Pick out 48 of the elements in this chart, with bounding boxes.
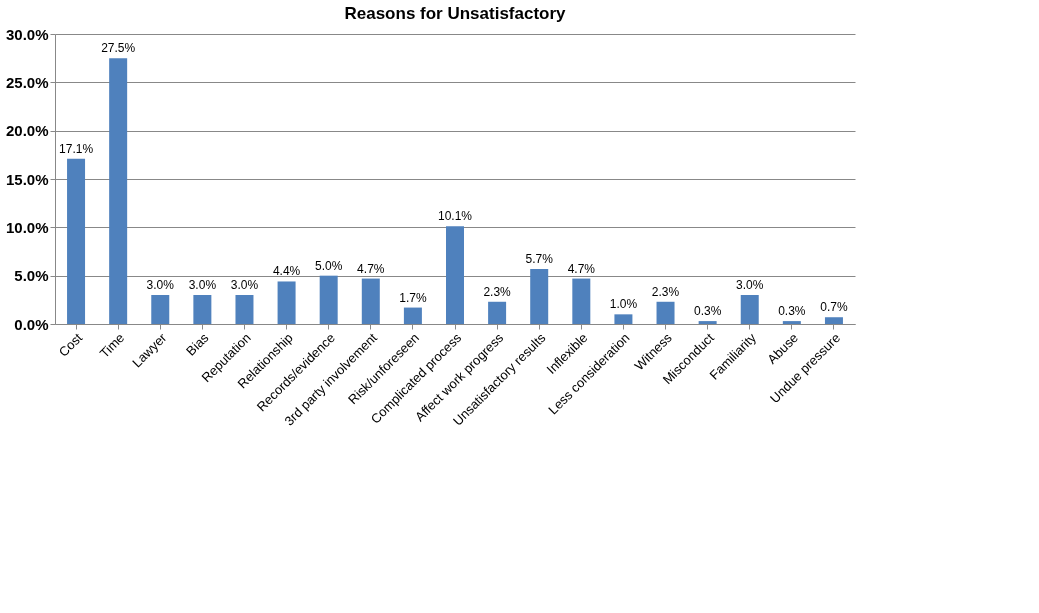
- data-label: 5.7%: [525, 251, 554, 266]
- data-label: 4.7%: [567, 261, 596, 276]
- bar: [530, 268, 549, 324]
- data-label: 3.0%: [146, 278, 175, 292]
- bar: [277, 281, 296, 324]
- data-label: 3.0%: [188, 278, 217, 292]
- bar: [782, 321, 801, 324]
- x-tick-label: Cost: [55, 329, 86, 360]
- data-label: 1.0%: [609, 297, 638, 312]
- y-tick-label: 5.0%: [14, 267, 49, 285]
- data-label: 10.1%: [437, 209, 473, 224]
- y-tick-label: 20.0%: [5, 122, 49, 140]
- bar: [740, 295, 759, 324]
- data-label: 0.3%: [778, 304, 806, 319]
- data-label: 4.7%: [357, 261, 385, 276]
- data-label: 5.0%: [315, 258, 343, 273]
- data-label: 4.4%: [272, 264, 301, 279]
- bar: [403, 307, 422, 324]
- bar: [572, 278, 591, 324]
- data-label: 2.3%: [483, 284, 512, 299]
- data-label: 0.3%: [693, 304, 722, 319]
- chart-title: Reasons for Unsatisfactory: [344, 4, 567, 23]
- bar: [614, 314, 633, 324]
- y-tick-label: 0.0%: [14, 315, 49, 333]
- bar: [235, 295, 254, 324]
- bar: [698, 321, 717, 324]
- y-tick-label: 10.0%: [5, 218, 49, 236]
- bar: [824, 317, 843, 324]
- bar: [319, 275, 338, 324]
- bar: [446, 226, 464, 324]
- bar: [109, 58, 128, 324]
- bar: [656, 301, 675, 324]
- data-label: 2.3%: [651, 284, 680, 299]
- y-tick-label: 30.0%: [5, 25, 49, 43]
- bar: [67, 158, 86, 324]
- bar: [151, 295, 170, 324]
- data-label: 27.5%: [101, 41, 136, 56]
- bar: [193, 295, 212, 324]
- bar: [361, 278, 380, 324]
- data-label: 3.0%: [230, 278, 259, 292]
- data-label: 0.7%: [820, 300, 848, 315]
- data-label: 3.0%: [736, 278, 764, 292]
- data-label: 1.7%: [399, 290, 427, 305]
- x-tick-label: Time: [96, 330, 128, 361]
- data-label: 17.1%: [59, 141, 94, 156]
- y-tick-label: 15.0%: [5, 170, 49, 188]
- y-tick-label: 25.0%: [5, 73, 49, 91]
- bar: [488, 301, 507, 324]
